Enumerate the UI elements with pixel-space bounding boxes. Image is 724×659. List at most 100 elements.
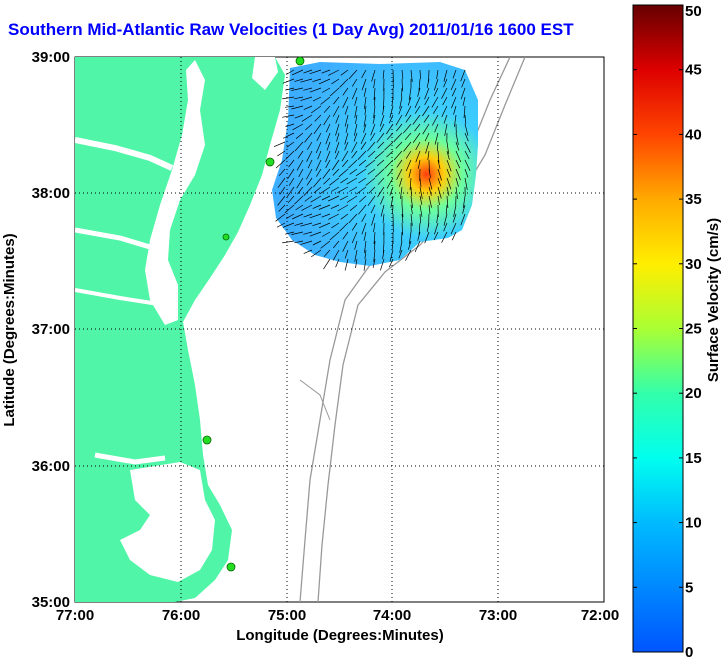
velocity-arrow: [412, 114, 421, 125]
velocity-arrow: [382, 69, 385, 80]
velocity-arrow: [325, 150, 331, 163]
velocity-arrow: [318, 78, 331, 85]
velocity-arrow: [389, 249, 394, 262]
y-tick-label: 38:00: [32, 185, 70, 202]
velocity-arrow: [382, 105, 385, 115]
velocity-arrow: [329, 177, 340, 186]
velocity-arrow: [354, 105, 358, 118]
y-axis: 39:00 38:00 37:00 36:00 35:00 Latitude (…: [1, 49, 70, 611]
velocity-arrow: [426, 222, 430, 232]
velocity-arrow: [434, 132, 439, 145]
velocity-arrow: [446, 168, 451, 178]
velocity-arrow: [282, 78, 295, 84]
velocity-arrow: [332, 159, 340, 171]
velocity-arrow: [342, 96, 349, 108]
velocity-arrow: [424, 96, 430, 106]
velocity-arrow: [419, 177, 422, 187]
velocity-arrow: [434, 123, 439, 133]
velocity-arrow: [364, 249, 367, 259]
velocity-arrow: [360, 141, 367, 150]
velocity-arrow: [414, 96, 421, 109]
velocity-arrow: [313, 186, 322, 194]
velocity-arrow: [328, 213, 340, 220]
velocity-arrow: [460, 69, 466, 82]
velocity-arrow: [359, 195, 367, 203]
velocity-arrow: [386, 132, 394, 140]
colorbar-tick-label: 30: [685, 256, 702, 273]
velocity-arrow: [434, 222, 439, 235]
velocity-arrow: [410, 195, 413, 208]
velocity-arrow: [348, 159, 358, 169]
velocity-arrow: [303, 105, 313, 110]
velocity-arrow: [424, 231, 430, 244]
velocity-arrow: [294, 222, 304, 226]
velocity-arrow: [384, 141, 394, 151]
velocity-arrow: [340, 213, 349, 220]
velocity-arrow: [295, 132, 304, 139]
velocity-arrow: [396, 159, 403, 168]
velocity-arrow: [319, 186, 331, 194]
velocity-arrow: [313, 123, 322, 135]
y-tick-label: 39:00: [32, 49, 70, 66]
velocity-arrow: [291, 69, 304, 76]
colorbar-tick-label: 0: [685, 644, 693, 659]
velocity-arrow: [323, 114, 331, 126]
velocity-arrow: [339, 222, 349, 232]
velocity-arrow: [275, 159, 286, 169]
velocity-arrow: [446, 177, 452, 190]
velocity-arrow: [373, 231, 376, 245]
velocity-arrow: [415, 150, 421, 163]
velocity-arrow: [443, 213, 448, 226]
velocity-arrow: [401, 78, 403, 92]
velocity-arrow: [443, 69, 448, 82]
velocity-arrow: [351, 222, 358, 231]
velocity-arrow: [321, 195, 331, 201]
velocity-arrow: [307, 141, 313, 150]
velocity-arrow: [437, 177, 442, 187]
velocity-arrow: [310, 249, 322, 258]
velocity-arrow: [323, 258, 331, 270]
velocity-arrow: [294, 195, 304, 205]
velocity-arrow: [373, 78, 376, 88]
velocity-arrow: [295, 204, 304, 211]
velocity-arrow: [291, 231, 304, 235]
velocity-arrow: [460, 87, 466, 100]
velocity-arrow: [446, 141, 450, 154]
velocity-arrow: [335, 258, 340, 268]
velocity-arrow: [364, 96, 367, 109]
velocity-arrow: [382, 249, 385, 259]
velocity-arrow: [285, 105, 295, 108]
velocity-arrow: [462, 195, 466, 208]
velocity-arrow: [412, 132, 421, 144]
colorbar-scale: [632, 4, 684, 653]
velocity-arrow: [414, 240, 421, 253]
x-axis-label: Longitude (Degrees:Minutes): [236, 627, 444, 644]
velocity-arrow: [382, 213, 385, 223]
velocity-arrow: [360, 132, 367, 145]
pamlico-sound: [120, 462, 215, 582]
velocity-arrow: [405, 159, 412, 172]
y-tick-label: 35:00: [32, 594, 70, 611]
colorbar-tick-label: 40: [685, 126, 702, 143]
bathymetry-contour-3: [299, 379, 331, 421]
radar-station: [202, 435, 212, 445]
velocity-arrow: [278, 204, 286, 212]
velocity-arrow: [392, 204, 394, 215]
velocity-arrow: [400, 186, 403, 199]
delaware-bay: [252, 57, 278, 90]
velocity-arrow: [325, 159, 331, 169]
velocity-arrow: [358, 159, 367, 166]
velocity-arrow: [294, 114, 304, 119]
velocity-arrow: [367, 195, 376, 206]
velocity-arrow: [315, 159, 322, 171]
velocity-arrow: [344, 249, 349, 259]
velocity-arrow: [372, 114, 376, 124]
colorbar-tick-label: 20: [685, 385, 702, 402]
velocity-arrow: [309, 213, 322, 219]
velocity-arrow: [344, 141, 349, 151]
velocity-arrow: [325, 132, 331, 145]
velocity-arrow: [452, 213, 457, 223]
velocity-arrow: [341, 159, 349, 168]
y-tick-label: 37:00: [32, 321, 70, 338]
